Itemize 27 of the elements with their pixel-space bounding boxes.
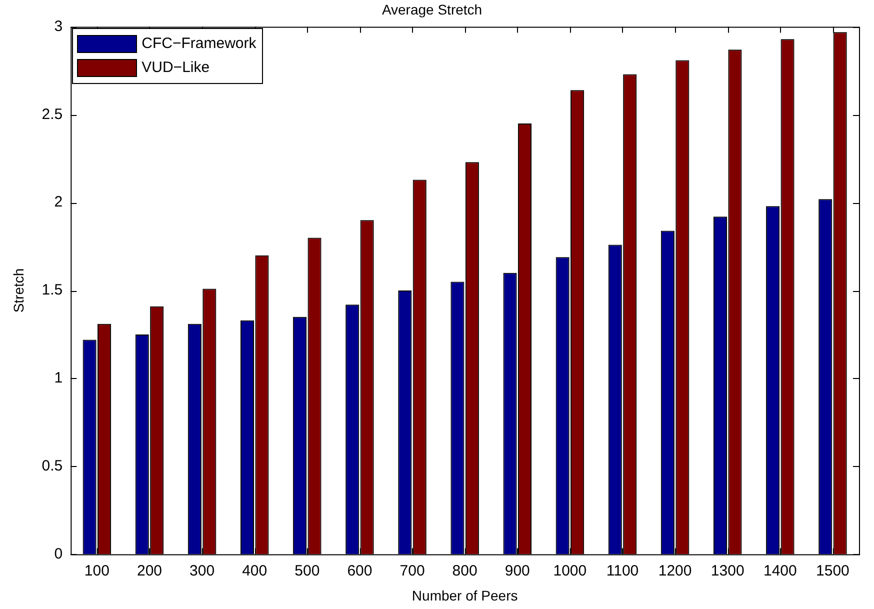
x-tick-label: 700	[400, 562, 425, 580]
y-axis-title: Stretch	[10, 268, 26, 313]
y-tick-label: 3	[54, 18, 63, 35]
y-tick-label: 2.5	[42, 106, 63, 123]
x-tick-label: 1400	[763, 562, 797, 580]
x-tick-label: 1500	[816, 562, 850, 580]
y-tick-label: 0	[54, 545, 63, 562]
x-tick-label: 800	[452, 562, 478, 580]
x-tick-label: 1300	[710, 562, 744, 580]
x-tick-label: 600	[347, 562, 372, 580]
legend-label: VUD−Like	[142, 58, 210, 78]
x-tick-label: 500	[294, 562, 320, 580]
x-tick-label: 300	[190, 562, 215, 580]
y-tick-label: 2	[54, 194, 63, 211]
y-tick-label: 0.5	[42, 457, 63, 474]
x-tick-label: 1000	[553, 562, 587, 580]
x-tick-label: 1200	[658, 562, 692, 580]
y-tick-label: 1.5	[42, 282, 63, 299]
x-tick-label: 100	[84, 562, 110, 580]
x-tick-label: 900	[504, 562, 530, 580]
y-tick-label: 1	[54, 370, 63, 387]
x-tick-label: 400	[242, 562, 268, 580]
chart-title: Average Stretch	[382, 1, 482, 18]
x-axis-title: Number of Peers	[412, 587, 518, 604]
x-tick-label: 200	[136, 562, 162, 580]
legend-label: CFC−Framework	[142, 34, 256, 54]
x-tick-label: 1100	[606, 562, 639, 580]
